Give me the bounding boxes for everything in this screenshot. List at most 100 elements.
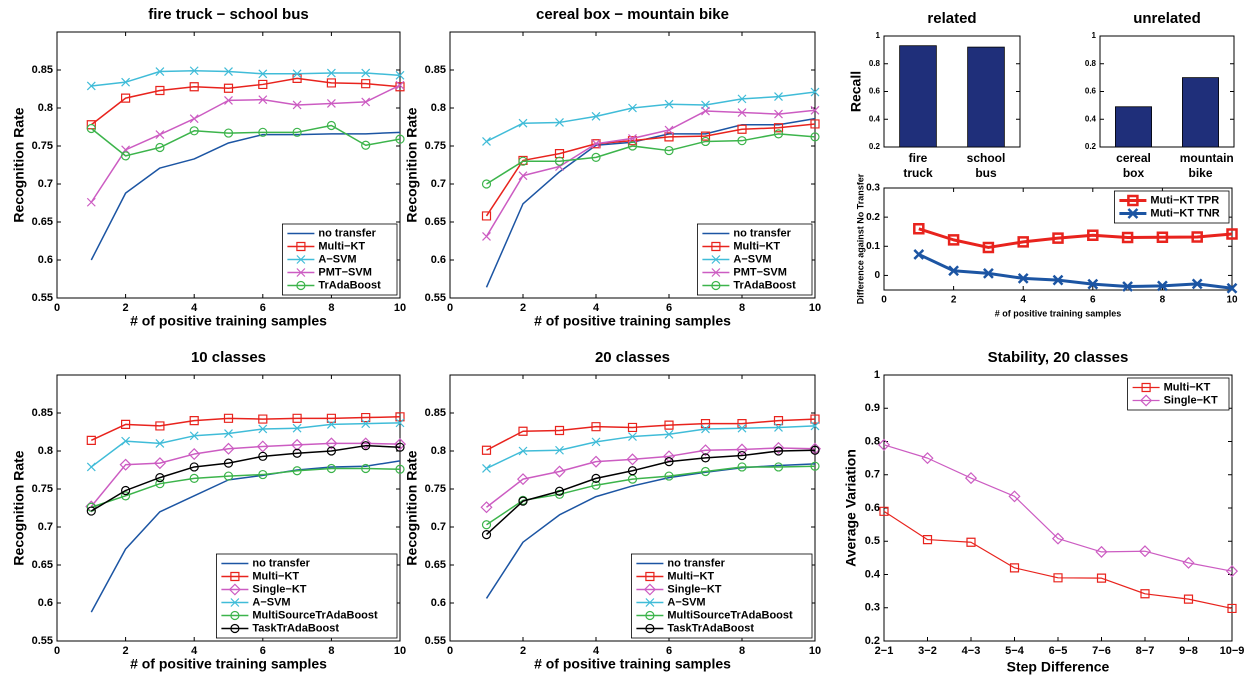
marker bbox=[1140, 589, 1150, 599]
marker bbox=[480, 501, 493, 514]
marker bbox=[258, 69, 268, 79]
x-tick-label: 0 bbox=[54, 302, 60, 314]
legend-marker bbox=[230, 598, 240, 607]
marker bbox=[189, 416, 199, 426]
chart-title: cereal box − mountain bike bbox=[536, 6, 729, 23]
chart-title: 20 classes bbox=[595, 349, 670, 366]
legend-label: TaskTrAdaBoost bbox=[252, 622, 339, 634]
legend-label: A−SVM bbox=[733, 253, 771, 265]
y-tick-label: 0.8 bbox=[1085, 59, 1097, 68]
series-line bbox=[485, 123, 816, 217]
marker bbox=[258, 95, 268, 105]
marker bbox=[189, 82, 199, 92]
marker bbox=[627, 474, 638, 484]
marker bbox=[223, 128, 234, 138]
series-line bbox=[486, 133, 816, 185]
x-tick-label: 8 bbox=[739, 302, 745, 314]
marker bbox=[326, 413, 336, 423]
legend-marker bbox=[645, 571, 655, 582]
x-tick-label-box: school bus bbox=[967, 151, 1006, 180]
legend-marker bbox=[645, 623, 655, 634]
marker bbox=[361, 97, 371, 107]
x-tick-label: 6 bbox=[666, 302, 672, 314]
x-tick-label: 4 bbox=[191, 302, 198, 314]
marker bbox=[155, 438, 165, 448]
legend-label: Muti−KT TNR bbox=[1150, 207, 1219, 219]
marker bbox=[86, 506, 96, 516]
y-tick-label: 0.2 bbox=[866, 212, 880, 223]
y-tick-label: 0.85 bbox=[32, 64, 53, 76]
marker bbox=[516, 473, 530, 486]
marker bbox=[664, 471, 674, 481]
y-tick-label: 0.2 bbox=[865, 635, 880, 647]
marker bbox=[361, 463, 371, 474]
legend-label: TrAdaBoost bbox=[733, 279, 796, 291]
marker bbox=[395, 134, 405, 144]
marker bbox=[86, 502, 96, 512]
y-tick-label: 0.8 bbox=[865, 435, 880, 447]
marker bbox=[664, 132, 674, 142]
y-tick-label: 0.6 bbox=[431, 597, 446, 609]
marker bbox=[737, 450, 747, 461]
y-tick-label: 0.85 bbox=[425, 64, 446, 76]
x-tick-label: 10 bbox=[394, 302, 406, 314]
marker bbox=[627, 141, 638, 151]
marker bbox=[983, 268, 994, 279]
legend-label: A−SVM bbox=[667, 596, 705, 608]
marker bbox=[877, 438, 891, 451]
marker bbox=[1156, 231, 1169, 244]
legend-marker bbox=[711, 280, 721, 291]
marker bbox=[964, 472, 978, 485]
marker bbox=[1182, 556, 1195, 569]
y-tick-label: 0.8 bbox=[869, 59, 881, 68]
legend-marker bbox=[711, 268, 721, 277]
y-tick-label: 0.8 bbox=[38, 102, 53, 114]
marker bbox=[86, 197, 96, 207]
marker bbox=[258, 451, 268, 461]
marker bbox=[810, 445, 820, 455]
legend-marker bbox=[296, 255, 306, 264]
y-tick-label: 0.8 bbox=[431, 102, 446, 114]
marker bbox=[1183, 594, 1194, 604]
bar bbox=[899, 45, 937, 148]
marker bbox=[395, 412, 405, 422]
y-tick-label: 0.55 bbox=[425, 635, 446, 647]
marker bbox=[773, 446, 784, 456]
x-tick-label: 0 bbox=[447, 302, 453, 314]
marker bbox=[518, 171, 528, 181]
x-tick-label: 6−5 bbox=[1049, 645, 1068, 657]
y-axis-label: Recognition Rate bbox=[404, 107, 420, 222]
x-tick-label: 2 bbox=[123, 302, 129, 314]
x-tick-label: 4 bbox=[191, 645, 198, 657]
y-tick-label: 0.4 bbox=[869, 114, 881, 123]
legend-label: no transfer bbox=[318, 227, 376, 239]
legend-label: TrAdaBoost bbox=[318, 279, 381, 291]
legend-label: Multi−KT bbox=[733, 240, 780, 252]
x-tick-label: 3−2 bbox=[918, 645, 937, 657]
marker bbox=[189, 473, 199, 483]
marker bbox=[155, 130, 165, 140]
marker bbox=[481, 445, 492, 455]
marker bbox=[1191, 278, 1203, 290]
series-line bbox=[486, 91, 816, 143]
marker bbox=[966, 537, 976, 547]
y-axis-label: Recognition Rate bbox=[404, 450, 420, 565]
bar bbox=[967, 46, 1005, 148]
legend-marker bbox=[230, 610, 240, 621]
marker bbox=[86, 462, 96, 472]
x-tick-label: 10−9 bbox=[1220, 645, 1245, 657]
marker bbox=[1017, 272, 1029, 284]
x-axis-label: # of positive training samples bbox=[130, 656, 327, 672]
marker bbox=[1095, 545, 1108, 558]
marker bbox=[258, 424, 268, 434]
y-tick-label: 1 bbox=[876, 31, 881, 40]
y-tick-label: 0.7 bbox=[38, 521, 53, 533]
legend-marker bbox=[230, 571, 240, 582]
legend-label: TaskTrAdaBoost bbox=[667, 622, 754, 634]
y-tick-label: 0 bbox=[874, 270, 880, 281]
x-tick-label: 4 bbox=[1020, 295, 1026, 306]
marker bbox=[591, 473, 601, 483]
marker bbox=[121, 419, 131, 429]
